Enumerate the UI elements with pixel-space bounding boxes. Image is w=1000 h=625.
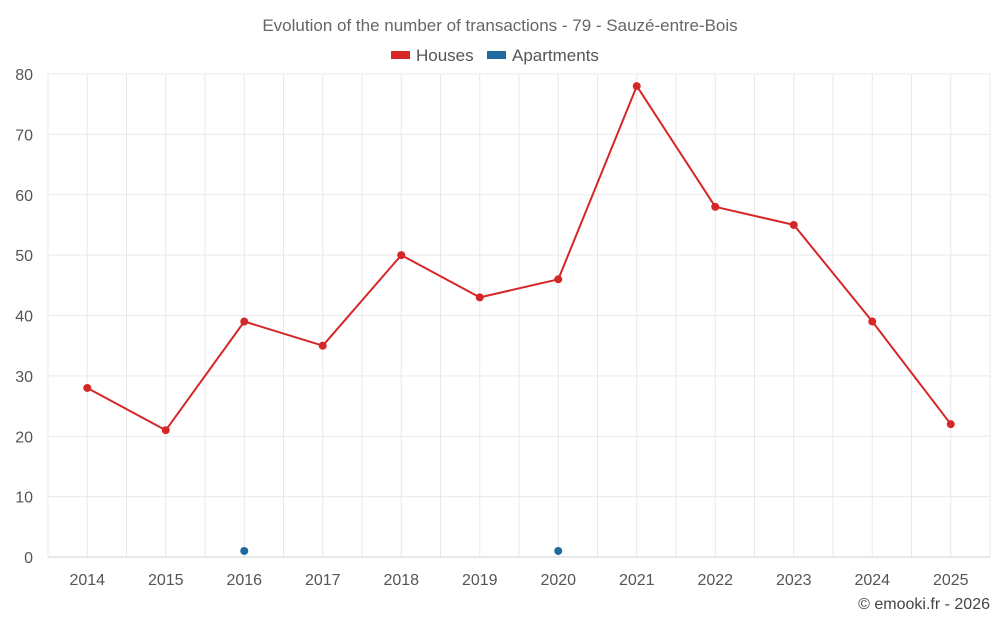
chart-title: Evolution of the number of transactions …: [262, 16, 737, 35]
y-tick-label: 80: [15, 67, 33, 84]
x-tick-label: 2015: [148, 572, 184, 589]
data-point-houses-2014: [83, 383, 92, 392]
x-tick-label: 2025: [933, 572, 969, 589]
data-point-houses-2021: [632, 82, 641, 91]
legend-label-houses: Houses: [416, 46, 474, 65]
y-tick-label: 10: [15, 490, 33, 507]
data-point-houses-2016: [240, 317, 249, 326]
x-tick-label: 2018: [383, 572, 419, 589]
data-point-houses-2017: [318, 341, 327, 350]
data-point-apartments-2016: [240, 546, 249, 555]
y-tick-label: 20: [15, 429, 33, 446]
y-tick-label: 70: [15, 127, 33, 144]
data-point-houses-2019: [475, 293, 484, 302]
data-point-houses-2025: [946, 420, 955, 429]
x-tick-label: 2019: [462, 572, 498, 589]
data-point-apartments-2020: [554, 546, 563, 555]
x-tick-label: 2022: [697, 572, 733, 589]
axes: 0 10 20 30 40 50 60 70 80 2014 2015 2016 2017 2018 201…: [15, 67, 990, 589]
data-point-houses-2022: [711, 202, 720, 211]
x-tick-label: 2021: [619, 572, 655, 589]
y-tick-label: 50: [15, 248, 33, 265]
credit-text: © emooki.fr - 2026: [858, 596, 990, 613]
data-point-houses-2020: [554, 275, 563, 284]
series-line-houses: [86, 85, 952, 432]
y-tick-label: 40: [15, 309, 33, 326]
x-tick-label: 2024: [854, 572, 890, 589]
legend-label-apartments: Apartments: [512, 46, 599, 65]
y-tick-label: 60: [15, 188, 33, 205]
data-point-houses-2023: [789, 220, 798, 229]
data-point-houses-2015: [161, 426, 170, 435]
grid: [47, 73, 991, 557]
x-tick-label: 2020: [540, 572, 576, 589]
x-tick-label: 2016: [226, 572, 262, 589]
legend: Houses Apartments: [391, 46, 599, 65]
data-point-houses-2024: [868, 317, 877, 326]
data-point-houses-2018: [397, 251, 406, 260]
series: [83, 82, 955, 555]
legend-swatch-apartments: [487, 51, 506, 59]
x-tick-label: 2023: [776, 572, 812, 589]
y-tick-label: 0: [24, 550, 33, 567]
x-tick-label: 2017: [305, 572, 341, 589]
y-tick-label: 30: [15, 369, 33, 386]
x-tick-label: 2014: [69, 572, 105, 589]
legend-swatch-houses: [391, 51, 410, 59]
